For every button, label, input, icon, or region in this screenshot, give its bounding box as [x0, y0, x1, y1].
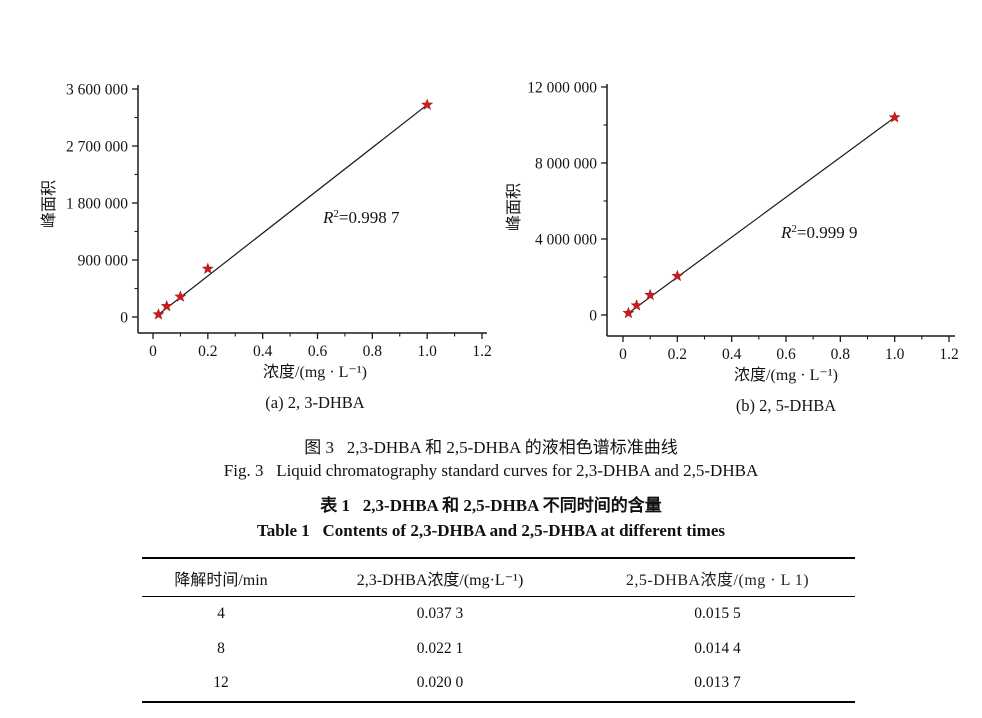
data-point — [671, 269, 684, 282]
data-point — [644, 288, 657, 301]
x-tick-label: 0 — [149, 343, 157, 360]
table-header-time: 降解时间/min — [174, 571, 268, 589]
data-point — [160, 299, 173, 312]
y-tick-label: 3 600 000 — [66, 82, 128, 99]
y-tick-label: 12 000 000 — [527, 80, 597, 97]
y-tick-label: 1 800 000 — [66, 196, 128, 213]
chart-a: 0 0.2 0.4 0.6 0.8 1.0 1.2 0 900 000 1 800 000 2 70… — [40, 82, 492, 413]
contents-table: 降解时间/min 2,3-DHBA浓度/(mg·L⁻¹) 2,5-DHBA浓度/… — [142, 557, 855, 703]
standard-curves-figure: 0 0.2 0.4 0.6 0.8 1.0 1.2 0 900 000 1 800 000 2 70… — [40, 80, 959, 416]
x-tick-label: 0.6 — [308, 343, 328, 360]
table-row: 12 0.020 0 0.013 7 — [142, 666, 855, 701]
cell-25dhba: 0.015 5 — [694, 605, 741, 623]
y-axis-title: 峰面积 — [505, 183, 523, 231]
data-point — [174, 290, 187, 302]
r-squared-annotation: R2=0.999 9 — [780, 223, 857, 242]
cell-23dhba: 0.020 0 — [416, 674, 464, 692]
data-point — [201, 262, 214, 275]
x-tick-label: 0.4 — [253, 343, 273, 360]
y-tick-label: 0 — [589, 308, 597, 325]
table-header-row: 降解时间/min 2,3-DHBA浓度/(mg·L⁻¹) 2,5-DHBA浓度/… — [142, 559, 855, 597]
r-squared-annotation: R2=0.998 7 — [322, 208, 400, 227]
x-tick-label: 0 — [619, 346, 627, 363]
x-tick-label: 0.4 — [722, 346, 742, 363]
data-point — [152, 308, 165, 320]
chart-b: 0 0.2 0.4 0.6 0.8 1.0 1.2 0 4 000 000 8 000 000 12… — [505, 80, 959, 416]
x-axis-title: 浓度/(mg · L⁻¹) — [734, 366, 838, 384]
x-tick-label: 0.8 — [831, 346, 851, 363]
y-tick-label: 900 000 — [78, 253, 129, 270]
x-tick-label: 0.6 — [776, 346, 796, 363]
table-header-25dhba: 2,5-DHBA浓度/(mg · L 1) — [625, 571, 810, 589]
subplot-caption: (a) 2, 3-DHBA — [265, 393, 365, 412]
x-tick-label: 1.2 — [939, 346, 958, 363]
cell-25dhba: 0.014 4 — [694, 639, 741, 657]
subplot-caption: (b) 2, 5-DHBA — [736, 396, 836, 415]
cell-time: 8 — [217, 639, 225, 657]
cell-25dhba: 0.013 7 — [694, 674, 741, 692]
x-axis-title: 浓度/(mg · L⁻¹) — [263, 363, 367, 381]
axis-spines — [137, 85, 487, 334]
cell-time: 12 — [213, 674, 229, 692]
data-point — [622, 306, 635, 319]
x-tick-label: 1.0 — [417, 343, 437, 360]
table-caption-en: Table 1 Contents of 2,3-DHBA and 2,5-DHB… — [257, 521, 725, 540]
y-tick-label: 2 700 000 — [66, 139, 128, 156]
x-tick-label: 1.2 — [472, 343, 491, 360]
y-tick-label: 0 — [120, 310, 128, 327]
fit-line — [628, 116, 896, 314]
cell-time: 4 — [217, 605, 225, 623]
cell-23dhba: 0.022 1 — [416, 639, 464, 657]
data-point — [421, 98, 434, 111]
data-point — [888, 111, 901, 123]
x-tick-label: 0.8 — [363, 343, 383, 360]
x-tick-label: 0.2 — [668, 346, 687, 363]
figure-caption-zh: 图 3 2,3-DHBA 和 2,5-DHBA 的液相色谱标准曲线 — [304, 438, 678, 457]
axis-spines — [606, 84, 955, 337]
y-axis-title: 峰面积 — [40, 180, 58, 228]
y-tick-label: 4 000 000 — [535, 232, 597, 249]
x-tick-label: 1.0 — [885, 346, 905, 363]
x-tick-label: 0.2 — [198, 343, 217, 360]
table-row: 8 0.022 1 0.014 4 — [142, 632, 855, 667]
table-caption-zh: 表 1 2,3-DHBA 和 2,5-DHBA 不同时间的含量 — [320, 496, 662, 515]
data-point — [630, 299, 643, 311]
table-header-23dhba: 2,3-DHBA浓度/(mg·L⁻¹) — [356, 571, 524, 589]
table-row: 4 0.037 3 0.015 5 — [142, 597, 855, 632]
cell-23dhba: 0.037 3 — [416, 605, 464, 623]
fit-line — [158, 104, 428, 315]
figure-caption-en: Fig. 3 Liquid chromatography standard cu… — [223, 461, 759, 480]
y-tick-label: 8 000 000 — [535, 156, 597, 173]
